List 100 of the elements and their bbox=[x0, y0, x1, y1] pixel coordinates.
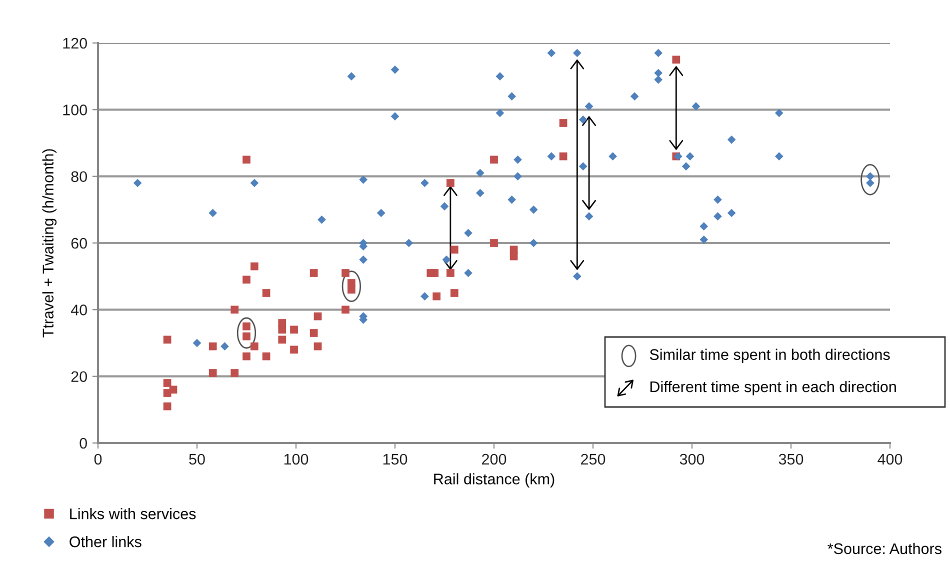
point bbox=[476, 188, 484, 198]
point bbox=[278, 336, 286, 344]
point bbox=[654, 48, 663, 58]
point bbox=[572, 48, 582, 58]
point bbox=[450, 289, 458, 297]
point bbox=[342, 306, 350, 314]
point bbox=[376, 208, 386, 218]
point bbox=[192, 338, 202, 348]
point bbox=[496, 72, 504, 80]
x-tick-label: 350 bbox=[778, 454, 804, 465]
point bbox=[432, 292, 441, 300]
point bbox=[529, 206, 538, 214]
point bbox=[230, 306, 239, 314]
point bbox=[654, 68, 663, 78]
point bbox=[426, 269, 435, 277]
point bbox=[654, 76, 663, 84]
point bbox=[529, 238, 538, 248]
legend-label: Links with services bbox=[70, 508, 196, 520]
x-tick-label: 300 bbox=[680, 454, 704, 465]
point bbox=[774, 152, 784, 160]
point bbox=[446, 179, 454, 187]
point bbox=[727, 136, 736, 144]
point bbox=[464, 268, 472, 278]
point bbox=[727, 208, 736, 218]
point bbox=[547, 48, 556, 58]
legend-label: Other links bbox=[70, 536, 142, 548]
point bbox=[347, 72, 356, 80]
point bbox=[220, 342, 229, 350]
point bbox=[508, 92, 516, 100]
point bbox=[578, 162, 588, 170]
point bbox=[700, 236, 708, 244]
point bbox=[547, 152, 556, 160]
x-axis-title: Rail distance (km) bbox=[434, 473, 554, 488]
point bbox=[714, 196, 722, 204]
point bbox=[559, 152, 568, 160]
point bbox=[169, 386, 178, 394]
point bbox=[700, 222, 708, 230]
point bbox=[514, 172, 522, 180]
y-tick-label: 0 bbox=[80, 438, 87, 449]
point bbox=[133, 178, 142, 188]
point bbox=[310, 269, 318, 277]
point bbox=[262, 352, 270, 360]
point bbox=[490, 156, 498, 164]
text: *Source: Authors bbox=[828, 542, 942, 554]
point bbox=[250, 262, 258, 270]
point bbox=[508, 196, 516, 204]
point bbox=[608, 152, 617, 160]
point bbox=[490, 239, 498, 247]
point bbox=[559, 119, 568, 127]
x-tick-label: 100 bbox=[284, 454, 308, 465]
point bbox=[163, 402, 172, 410]
point bbox=[496, 108, 504, 118]
point bbox=[714, 212, 722, 220]
point bbox=[584, 212, 594, 220]
point bbox=[682, 162, 690, 170]
x-tick-label: 50 bbox=[189, 454, 205, 465]
point bbox=[230, 369, 239, 377]
point bbox=[250, 178, 259, 188]
point bbox=[404, 238, 414, 248]
point bbox=[242, 352, 250, 360]
point bbox=[163, 336, 172, 344]
point bbox=[440, 202, 449, 210]
x-tick-label: 400 bbox=[878, 454, 902, 465]
point bbox=[578, 116, 588, 124]
point bbox=[242, 322, 250, 330]
y-tick-label: 20 bbox=[71, 371, 87, 382]
point bbox=[476, 168, 484, 178]
point bbox=[420, 292, 429, 300]
point bbox=[208, 342, 217, 350]
point bbox=[450, 246, 458, 254]
point bbox=[630, 92, 639, 100]
y-tick-label: 120 bbox=[63, 38, 87, 49]
x-tick-label: 250 bbox=[581, 454, 606, 465]
x-tick-label: 150 bbox=[383, 454, 408, 465]
x-tick-label: 0 bbox=[94, 454, 102, 465]
point bbox=[390, 66, 400, 74]
y-axis-title: Ttravel + Twaiting (h/month) bbox=[42, 149, 57, 338]
point bbox=[208, 208, 218, 218]
point bbox=[242, 156, 250, 164]
point bbox=[314, 342, 322, 350]
point bbox=[572, 272, 582, 280]
point bbox=[442, 256, 451, 264]
point bbox=[672, 56, 680, 64]
annotation: Similar time spent in both directions bbox=[650, 348, 890, 364]
y-tick-label: 80 bbox=[71, 171, 87, 182]
point bbox=[163, 379, 172, 387]
point bbox=[774, 108, 784, 118]
point bbox=[692, 102, 700, 110]
point bbox=[208, 369, 217, 377]
point bbox=[290, 326, 298, 334]
x-tick-label: 200 bbox=[482, 454, 506, 465]
point bbox=[464, 228, 472, 238]
point bbox=[318, 216, 326, 224]
point bbox=[584, 102, 594, 110]
point bbox=[390, 112, 400, 120]
point bbox=[278, 326, 286, 334]
point bbox=[420, 178, 429, 188]
y-tick-label: 40 bbox=[70, 304, 87, 316]
point bbox=[359, 176, 368, 184]
y-tick-label: 100 bbox=[63, 104, 87, 116]
